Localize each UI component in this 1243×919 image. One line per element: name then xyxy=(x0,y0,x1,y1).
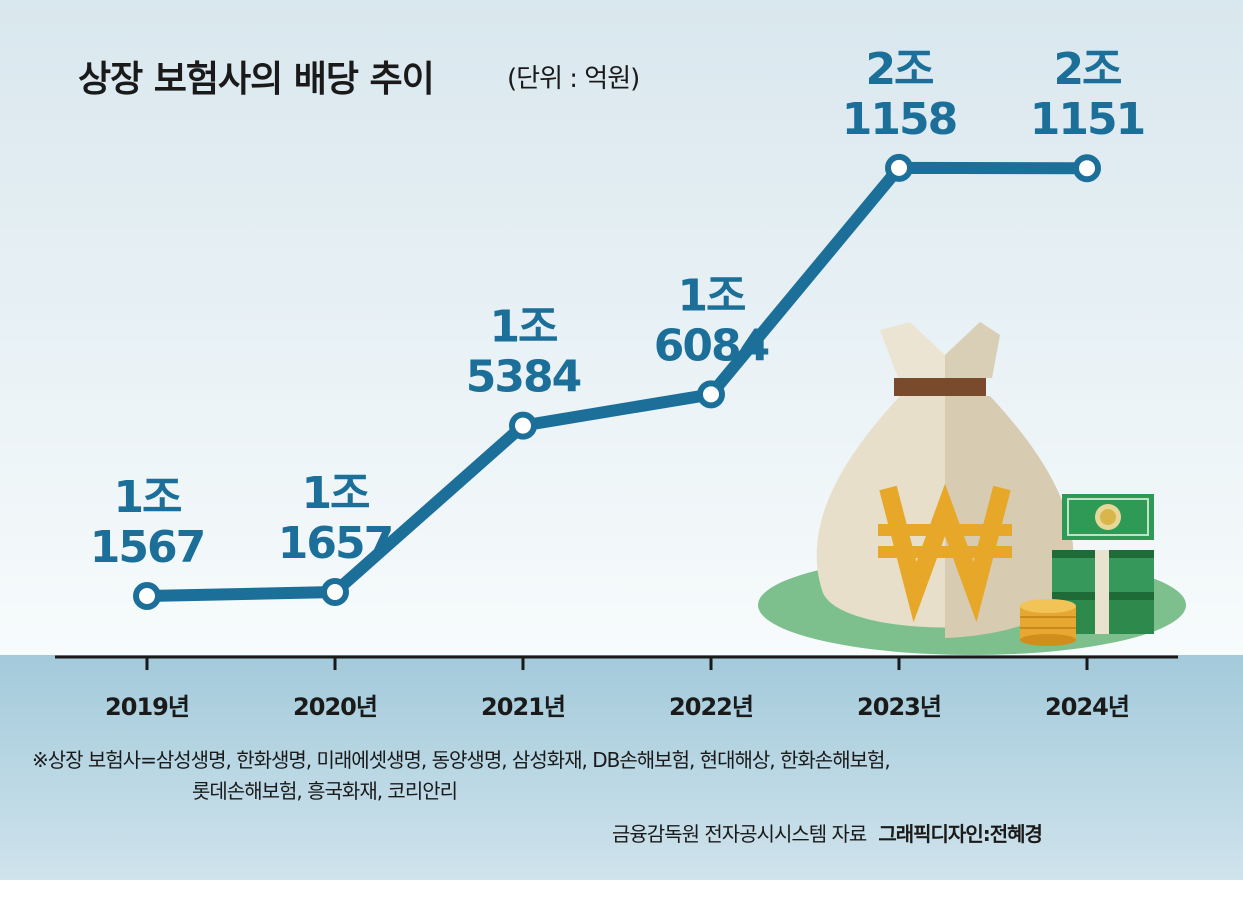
data-label: 1151 xyxy=(1030,94,1144,145)
source-line: 금융감독원 전자공시시스템 자료 그래픽디자인:전혜경 xyxy=(612,818,1043,847)
x-tick-label: 2024년 xyxy=(1045,693,1129,721)
x-tick-label: 2020년 xyxy=(293,693,377,721)
unit-label: (단위 : 억원) xyxy=(507,64,640,94)
data-label: 5384 xyxy=(466,352,581,403)
source-text: 금융감독원 전자공시시스템 자료 xyxy=(612,822,867,846)
data-label: 1조 xyxy=(489,302,557,353)
data-label: 1657 xyxy=(278,518,392,569)
data-point xyxy=(321,578,349,606)
data-point xyxy=(885,153,913,182)
series-line xyxy=(146,161,1088,602)
data-label: 1조 xyxy=(113,472,181,523)
footnote-line-2: 롯데손해보험, 흥국화재, 코리안리 xyxy=(192,779,458,803)
footnote: ※상장 보험사=삼성생명, 한화생명, 미래에셋생명, 동양생명, 삼성화재, … xyxy=(32,744,1212,804)
data-point xyxy=(697,380,725,409)
money-illustration xyxy=(758,322,1186,655)
footnote-line-1: ※상장 보험사=삼성생명, 한화생명, 미래에셋생명, 동양생명, 삼성화재, … xyxy=(32,748,891,772)
data-point xyxy=(133,582,161,610)
x-tick-label: 2019년 xyxy=(105,693,189,721)
lower-band xyxy=(0,655,1243,880)
chart-title: 상장 보험사의 배당 추이 xyxy=(78,59,435,100)
data-point xyxy=(1073,154,1101,183)
data-label: 2조 xyxy=(1053,44,1121,95)
data-label: 2조 xyxy=(865,44,933,95)
data-label: 1567 xyxy=(90,522,204,573)
x-tick-label: 2023년 xyxy=(857,693,941,721)
data-label: 1조 xyxy=(301,468,369,519)
coin-stack-icon xyxy=(1020,599,1076,646)
bottom-margin xyxy=(0,880,1243,919)
x-tick-label: 2021년 xyxy=(481,693,565,721)
x-tick-label: 2022년 xyxy=(669,693,753,721)
data-label: 6084 xyxy=(654,320,769,371)
data-point xyxy=(509,411,537,440)
data-label: 1158 xyxy=(842,94,956,145)
won-sign-icon xyxy=(878,483,1012,623)
data-label: 1조 xyxy=(677,270,745,321)
design-credit: 그래픽디자인:전혜경 xyxy=(878,822,1043,846)
